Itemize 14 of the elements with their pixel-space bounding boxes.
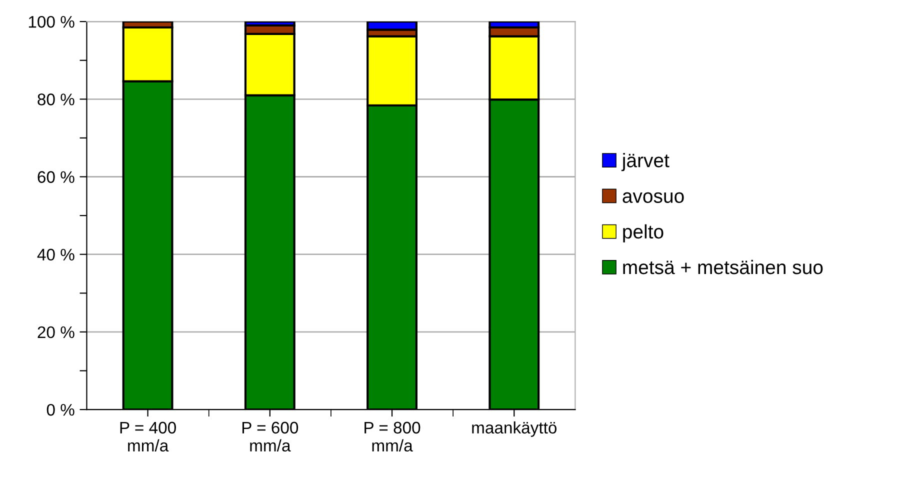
x-tick-label: P = 800 mm/a [364,422,420,452]
y-tick-label: 80 % [38,94,74,106]
y-tick-label: 0 % [46,404,74,416]
x-tick-label: P = 600 mm/a [242,422,298,452]
y-tick-label: 100 % [28,16,74,28]
x-tick-label: maankäyttö [472,421,557,437]
legend-label: järvet [621,153,670,172]
legend-label: pelto [623,224,664,242]
legend-label: metsä + metsäinen suo [623,260,823,274]
legend-label: avosuo [622,192,684,203]
y-tick-label: 60 % [38,171,74,183]
x-tick-label: P = 400 mm/a [120,422,176,452]
y-tick-label: 20 % [38,326,74,338]
y-tick-label: 40 % [37,248,74,261]
